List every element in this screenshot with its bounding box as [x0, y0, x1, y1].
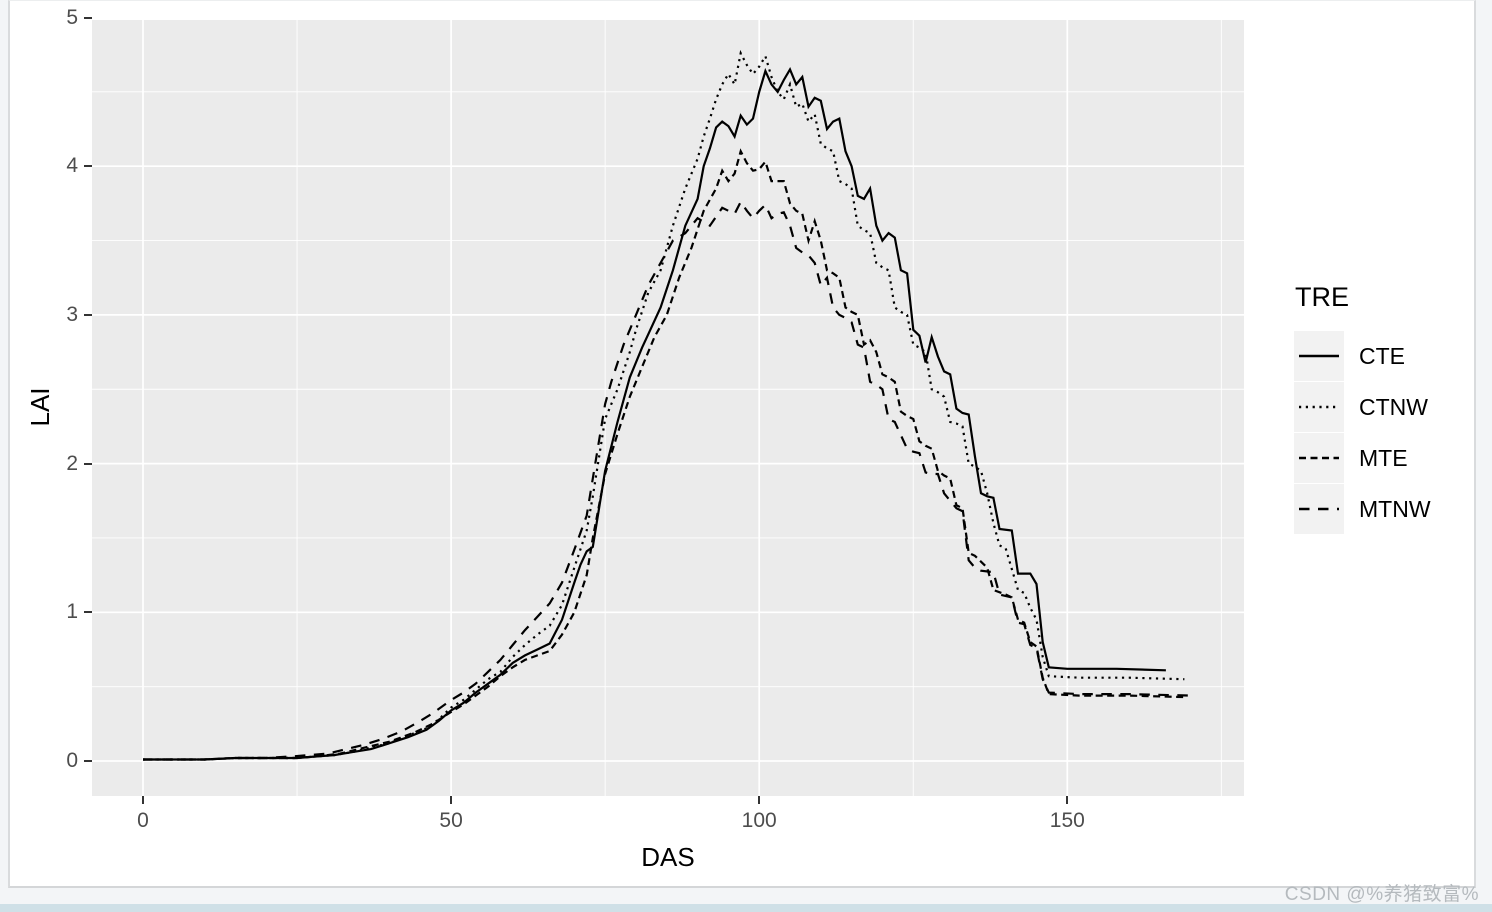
x-tick-label: 0: [137, 809, 149, 832]
legend-label-MTE: MTE: [1359, 445, 1408, 471]
legend-key-line-CTNW: [1299, 405, 1339, 409]
y-tick-mark: [84, 611, 92, 614]
y-tick-mark: [84, 462, 92, 465]
legend-key-line-MTNW: [1299, 507, 1339, 511]
x-tick-label: 150: [1049, 809, 1085, 832]
plot-canvas: [92, 20, 1244, 796]
x-tick-label: 100: [741, 809, 777, 832]
plot-page: 0 50 100 150 0 1 2 3 4 5 DAS LAI TRE CTE CTNW MTE M…: [8, 0, 1476, 888]
x-tick-mark: [1066, 796, 1069, 804]
y-tick-label: 2: [66, 451, 78, 475]
bottom-bar: [0, 904, 1492, 912]
x-tick-mark: [758, 796, 761, 804]
x-tick-label: 50: [439, 809, 463, 832]
legend-title: TRE: [1295, 282, 1349, 312]
y-tick-mark: [84, 16, 92, 19]
legend-label-CTNW: CTNW: [1359, 394, 1428, 420]
legend-key-line-MTE: [1299, 456, 1339, 460]
series-line-CTNW: [143, 49, 1185, 761]
x-axis-title: DAS: [641, 842, 695, 872]
series-line-CTE: [143, 67, 1166, 761]
plot-panel: [92, 20, 1244, 796]
legend-key-CTNW: [1294, 382, 1344, 432]
legend-key-MTE: [1294, 433, 1344, 483]
y-tick-mark: [84, 760, 92, 762]
legend-label-MTNW: MTNW: [1359, 496, 1431, 522]
legend-key-MTNW: [1294, 484, 1344, 534]
y-axis-title: LAI: [25, 387, 55, 427]
legend-key-line-CTE: [1299, 354, 1339, 358]
y-tick-label: 0: [66, 749, 78, 772]
series-line-MTE: [143, 148, 1185, 761]
x-tick-mark: [450, 796, 453, 804]
y-tick-label: 5: [66, 5, 78, 29]
y-tick-label: 1: [66, 600, 78, 624]
y-tick-label: 4: [66, 154, 78, 178]
y-tick-label: 3: [66, 302, 78, 326]
series-line-MTNW: [143, 199, 1191, 761]
x-tick-mark: [142, 796, 144, 804]
y-tick-mark: [84, 165, 92, 168]
legend-label-CTE: CTE: [1359, 343, 1405, 369]
legend-key-CTE: [1294, 331, 1344, 381]
y-tick-mark: [84, 313, 92, 316]
watermark: CSDN @%养猪致富%: [1284, 884, 1479, 905]
